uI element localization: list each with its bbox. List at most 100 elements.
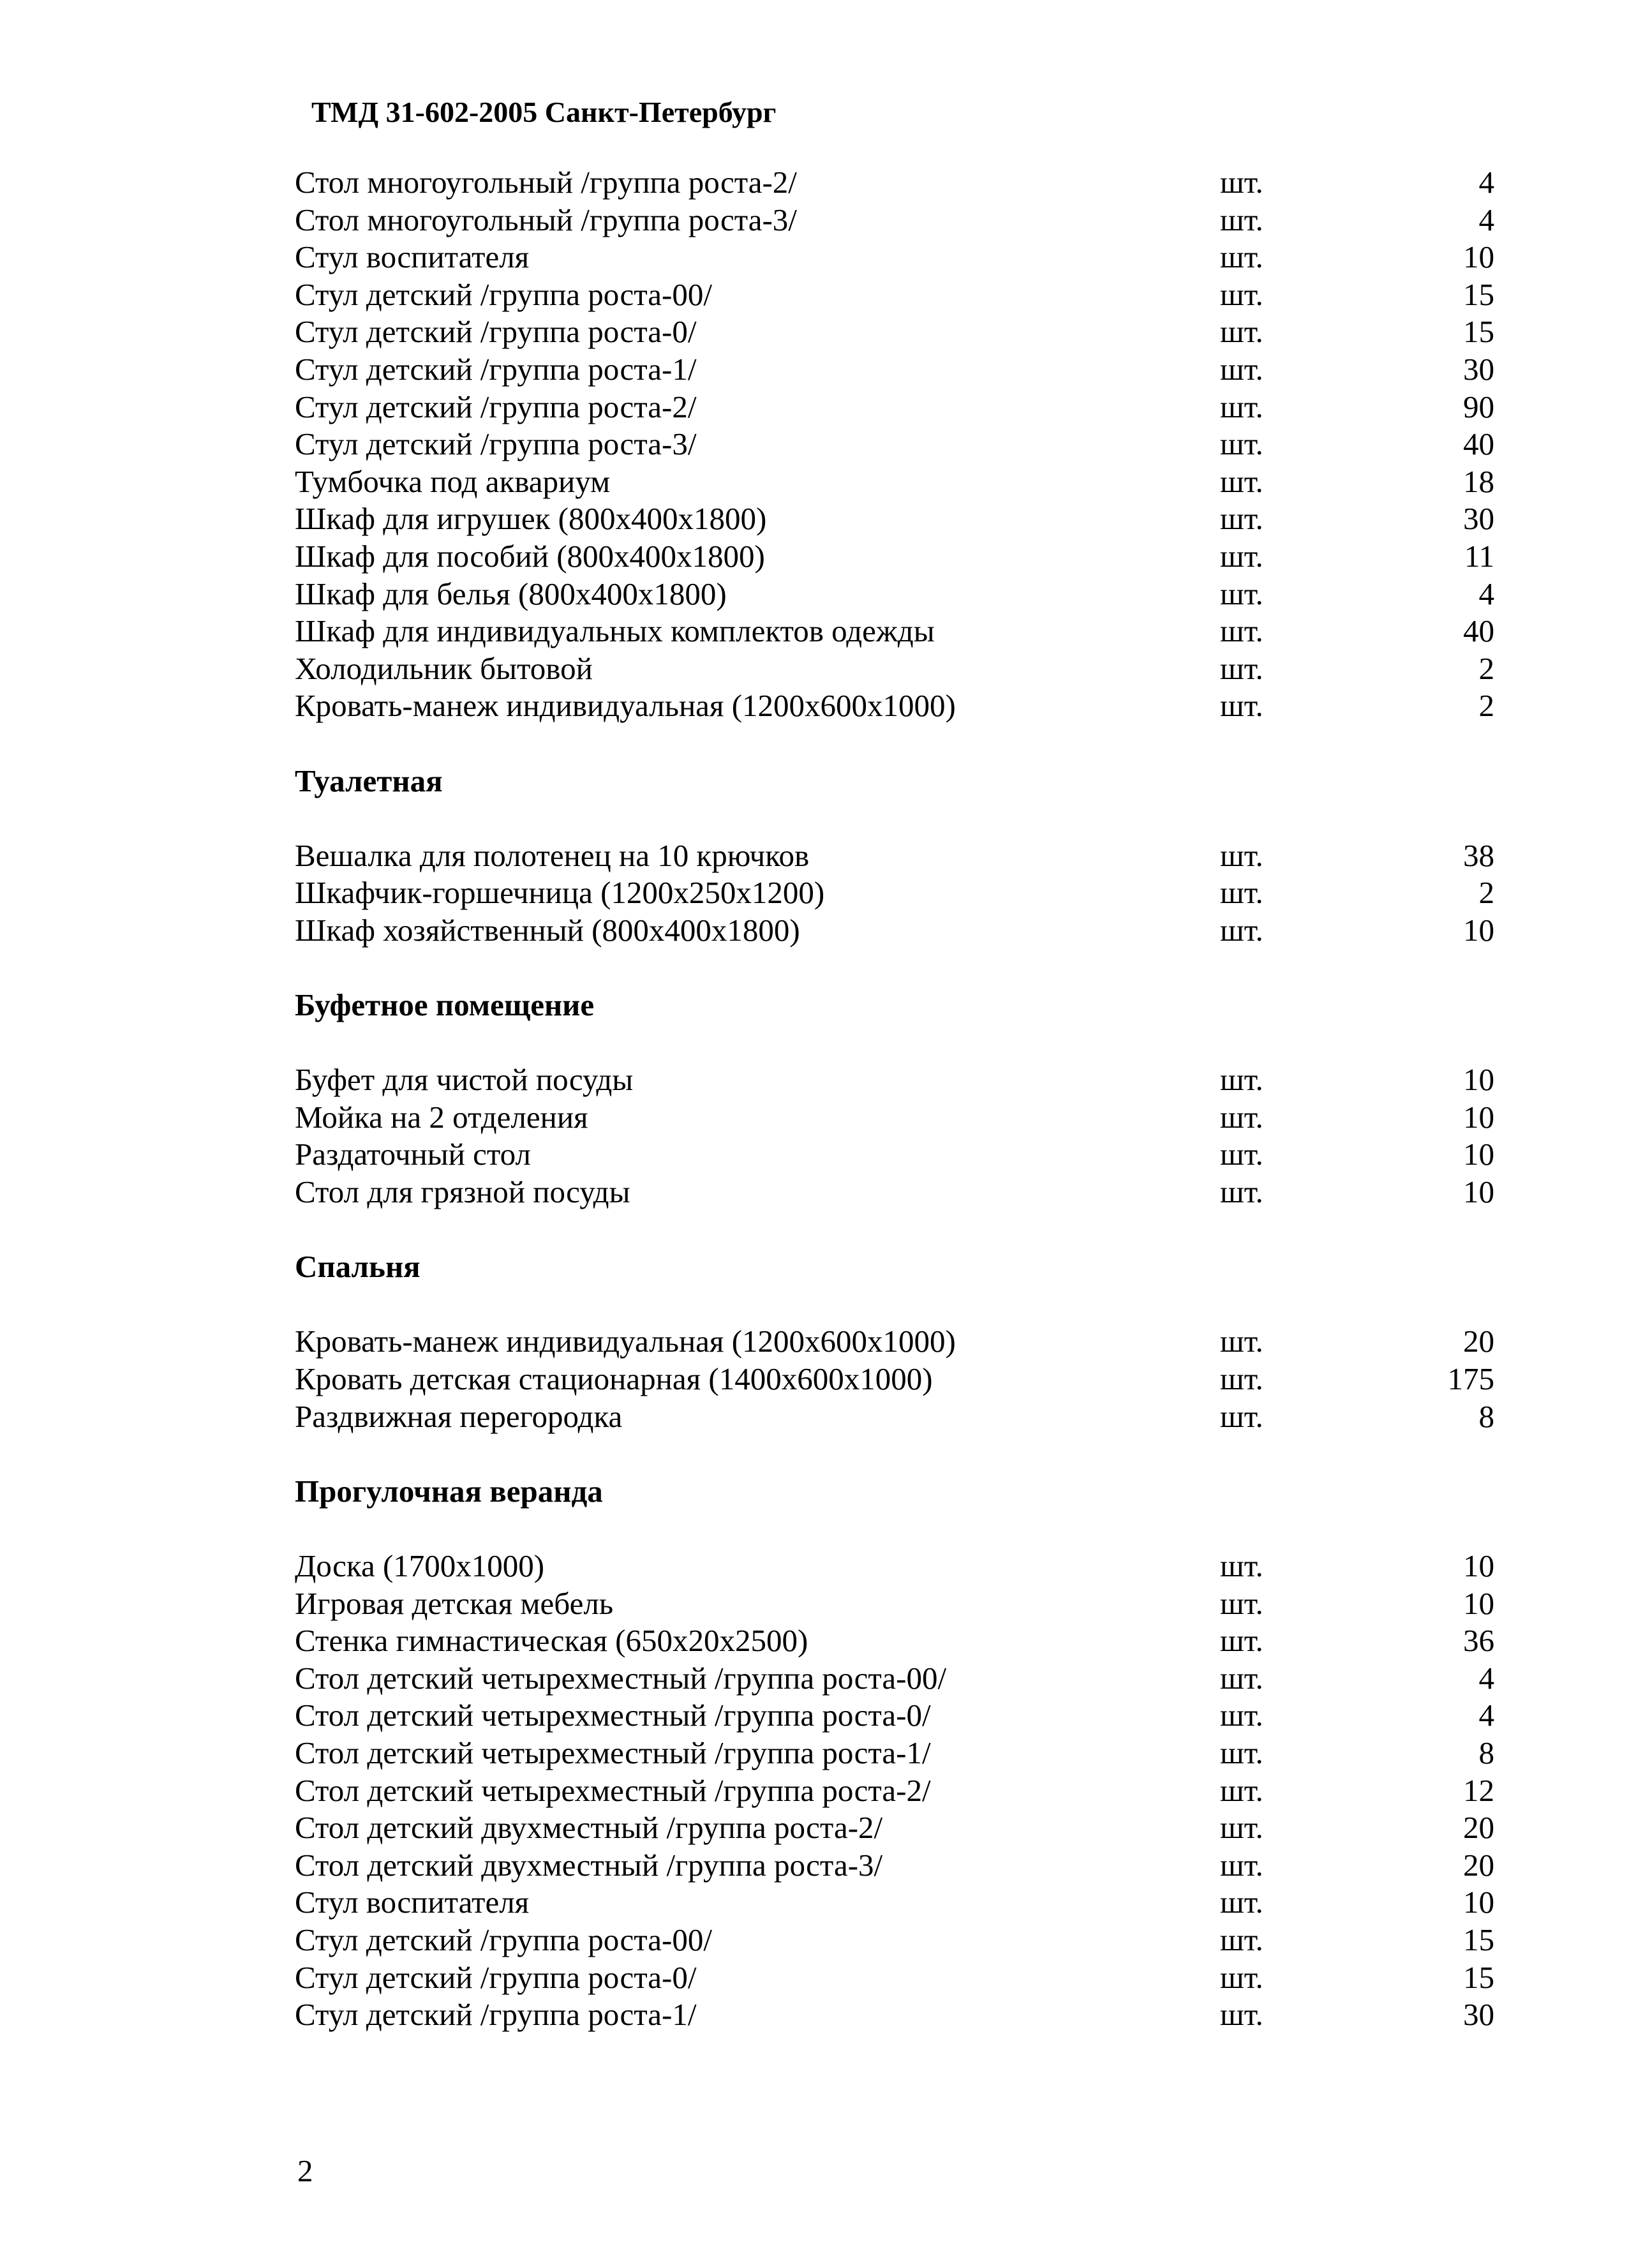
item-quantity: 2 [1478, 688, 1495, 724]
item-unit: шт. [1220, 1398, 1263, 1434]
list-item: Вешалка для полотенец на 10 крючков шт. 38 [295, 837, 1507, 875]
list-item: Кровать-манеж индивидуальная (1200x600x1… [295, 687, 1507, 725]
item-unit: шт. [1220, 1997, 1263, 2033]
item-quantity: 10 [1463, 1548, 1494, 1583]
item-quantity: 4 [1478, 202, 1495, 237]
item-quantity: 38 [1463, 837, 1494, 873]
item-unit: шт. [1220, 1735, 1263, 1770]
spacer [295, 1510, 1507, 1548]
item-name: Раздвижная перегородка [295, 1398, 623, 1434]
section-heading: Буфетное помещение [295, 987, 1507, 1024]
item-name: Стол детский четырехместный /группа рост… [295, 1660, 947, 1696]
item-unit: шт. [1220, 688, 1263, 724]
item-unit: шт. [1220, 1174, 1263, 1210]
item-quantity: 10 [1463, 1885, 1494, 1920]
item-unit: шт. [1220, 1137, 1263, 1172]
section: Буфетное помещение Буфет для чистой посуд… [295, 949, 1507, 1211]
item-unit: шт. [1220, 1361, 1263, 1396]
section-heading: Спальня [295, 1248, 1507, 1286]
item-name: Стол для грязной посуды [295, 1174, 630, 1210]
section-heading-text: Туалетная [295, 763, 443, 798]
item-name: Стул воспитателя [295, 239, 530, 275]
list-item: Стул детский /группа роста-0/шт. 15 [295, 1959, 1507, 1997]
item-name: Стол многоугольный /группа роста-2/ [295, 165, 797, 200]
item-unit: шт. [1220, 389, 1263, 424]
item-name: Мойка на 2 отделения [295, 1099, 588, 1135]
item-name: Буфет для чистой посуды [295, 1062, 634, 1098]
item-unit: шт. [1220, 1810, 1263, 1846]
list-item: Раздаточный стол шт. 10 [295, 1136, 1507, 1174]
item-quantity: 40 [1463, 613, 1494, 649]
item-unit: шт. [1220, 1548, 1263, 1583]
item-unit: шт. [1220, 1062, 1263, 1098]
list-item: Шкаф для белья (800x400x1800) шт. 4 [295, 576, 1507, 613]
item-quantity: 4 [1478, 165, 1495, 200]
section-heading-text: Спальня [295, 1249, 420, 1285]
list-item: Стенка гимнастическая (650x20x2500) шт. 36 [295, 1622, 1507, 1660]
list-item: Тумбочка под аквариум шт. 18 [295, 463, 1507, 501]
item-quantity: 10 [1463, 1099, 1494, 1135]
item-unit: шт. [1220, 613, 1263, 649]
list-item: Стул детский /группа роста-00/шт. 15 [295, 276, 1507, 314]
item-name: Стол детский четырехместный /группа рост… [295, 1772, 931, 1808]
list-item: Стол многоугольный /группа роста-2/шт. 4 [295, 164, 1507, 202]
list-item: Буфет для чистой посуды шт. 10 [295, 1061, 1507, 1099]
item-unit: шт. [1220, 276, 1263, 312]
item-unit: шт. [1220, 501, 1263, 537]
item-quantity: 20 [1463, 1810, 1494, 1846]
item-unit: шт. [1220, 1698, 1263, 1733]
item-unit: шт. [1220, 1099, 1263, 1135]
item-name: Стул детский /группа роста-00/ [295, 276, 712, 312]
item-name: Раздаточный стол [295, 1137, 531, 1172]
document-header: ТМД 31-602-2005 Санкт-Петербург [311, 96, 777, 128]
list-item: Стол детский двухместный /группа роста-2… [295, 1809, 1507, 1847]
list-item: Шкафчик-горшечница (1200x250x1200) шт. 2 [295, 874, 1507, 912]
list-item: Стол детский четырехместный /группа рост… [295, 1772, 1507, 1810]
item-name: Шкаф для белья (800x400x1800) [295, 576, 727, 611]
list-item: Стол детский четырехместный /группа рост… [295, 1660, 1507, 1698]
item-unit: шт. [1220, 1585, 1263, 1621]
list-item: Холодильник бытовой шт. 2 [295, 650, 1507, 688]
item-unit: шт. [1220, 1772, 1263, 1808]
item-name: Холодильник бытовой [295, 650, 593, 686]
item-unit: шт. [1220, 1660, 1263, 1696]
item-name: Стенка гимнастическая (650x20x2500) [295, 1623, 808, 1659]
item-unit: шт. [1220, 538, 1263, 574]
item-unit: шт. [1220, 1847, 1263, 1883]
list-item: Кровать детская стационарная (1400x600x1… [295, 1361, 1507, 1398]
item-quantity: 20 [1463, 1847, 1494, 1883]
item-unit: шт. [1220, 1885, 1263, 1920]
spacer [295, 725, 1507, 763]
item-quantity: 15 [1463, 1922, 1494, 1957]
item-quantity: 175 [1447, 1361, 1495, 1396]
item-name: Стол детский четырехместный /группа рост… [295, 1698, 931, 1733]
list-item: Стул детский /группа роста-00/шт. 15 [295, 1922, 1507, 1959]
spacer [295, 800, 1507, 837]
list-item: Стол детский двухместный /группа роста-3… [295, 1847, 1507, 1885]
item-quantity: 36 [1463, 1623, 1494, 1659]
item-quantity: 10 [1463, 1062, 1494, 1098]
item-unit: шт. [1220, 1623, 1263, 1659]
item-unit: шт. [1220, 202, 1263, 237]
list-item: Шкаф для индивидуальных комплектов одежд… [295, 613, 1507, 650]
section-heading: Прогулочная веранда [295, 1473, 1507, 1511]
item-quantity: 4 [1478, 576, 1495, 611]
item-quantity: 90 [1463, 389, 1494, 424]
item-unit: шт. [1220, 314, 1263, 350]
list-item: Стул детский /группа роста-0/шт. 15 [295, 313, 1507, 351]
item-quantity: 10 [1463, 1137, 1494, 1172]
item-name: Кровать-манеж индивидуальная (1200x600x1… [295, 688, 956, 724]
list-item: Стол детский четырехместный /группа рост… [295, 1697, 1507, 1735]
item-quantity: 4 [1478, 1660, 1495, 1696]
item-quantity: 15 [1463, 314, 1494, 350]
list-item: Мойка на 2 отделения шт. 10 [295, 1099, 1507, 1137]
item-name: Шкафчик-горшечница (1200x250x1200) [295, 875, 825, 911]
item-quantity: 10 [1463, 1174, 1494, 1210]
section: Стол многоугольный /группа роста-2/шт. 4 С… [295, 164, 1507, 725]
item-name: Стол детский четырехместный /группа рост… [295, 1735, 931, 1770]
item-name: Стул детский /группа роста-1/ [295, 1997, 697, 2033]
item-name: Стул детский /группа роста-0/ [295, 314, 697, 350]
item-quantity: 15 [1463, 1959, 1494, 1995]
item-quantity: 30 [1463, 501, 1494, 537]
item-unit: шт. [1220, 351, 1263, 387]
